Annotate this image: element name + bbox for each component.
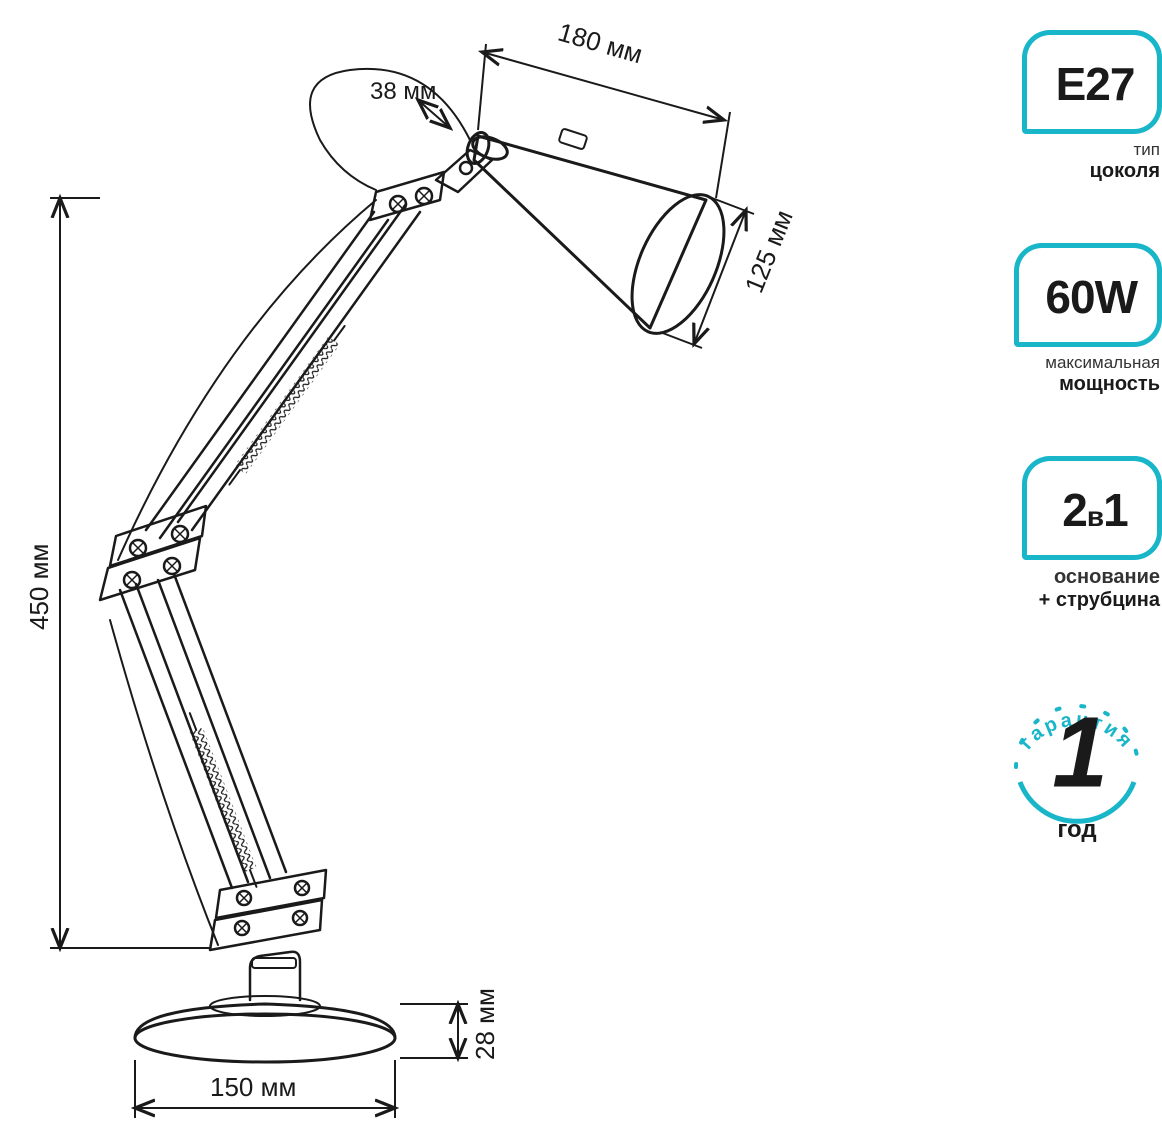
- dim-height: 450 мм: [24, 544, 55, 630]
- dim-base-width: 150 мм: [210, 1072, 296, 1103]
- dim-joint: 38 мм: [370, 78, 436, 106]
- spec-box: 2в1: [1022, 456, 1162, 560]
- spec-label-bold: + струбцина: [937, 589, 1160, 612]
- warranty-unit: год: [1057, 816, 1096, 844]
- warranty-number: 1: [1052, 696, 1102, 811]
- spec-label-small: основание: [937, 566, 1160, 589]
- spec-power: 60W максимальная мощность: [937, 243, 1162, 396]
- spec-value: 2в1: [1053, 483, 1137, 537]
- v-post: 1: [1103, 484, 1128, 536]
- warranty-badge: гарантия 1 год: [937, 682, 1162, 857]
- spec-box: E27: [1022, 30, 1162, 134]
- spec-box: 60W: [1014, 243, 1162, 347]
- spec-label-bold: мощность: [937, 373, 1160, 396]
- v-mid: в: [1087, 501, 1103, 532]
- v-pre: 2: [1062, 484, 1087, 536]
- spec-mount: 2в1 основание + струбцина: [937, 456, 1162, 612]
- spec-label-bold: цоколя: [937, 160, 1160, 183]
- spec-label-small: максимальная: [937, 353, 1160, 373]
- technical-drawing: 450 мм 150 мм 28 мм 180 мм 125 мм 38 мм: [0, 0, 820, 1129]
- specs-column: E27 тип цоколя 60W максимальная мощность…: [937, 30, 1162, 857]
- dim-base-height: 28 мм: [470, 988, 501, 1060]
- spec-value: E27: [1053, 57, 1137, 111]
- spec-value: 60W: [1045, 270, 1137, 324]
- spec-label-small: тип: [937, 140, 1160, 160]
- spec-socket: E27 тип цоколя: [937, 30, 1162, 183]
